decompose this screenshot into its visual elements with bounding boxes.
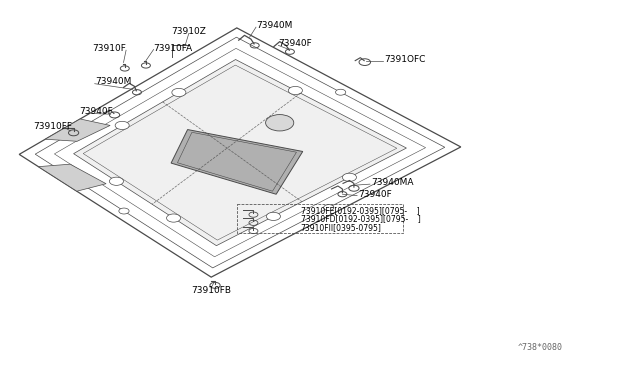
Text: 73910F: 73910F	[92, 44, 126, 53]
Text: 73910FB: 73910FB	[191, 286, 231, 295]
Text: ^738*0080: ^738*0080	[518, 343, 563, 352]
Circle shape	[335, 89, 346, 95]
Text: 73940F: 73940F	[358, 190, 392, 199]
Circle shape	[166, 214, 180, 222]
Text: 73940MA: 73940MA	[371, 178, 413, 187]
Circle shape	[119, 208, 129, 214]
Circle shape	[342, 173, 356, 182]
Polygon shape	[45, 119, 110, 141]
Polygon shape	[38, 164, 106, 191]
Circle shape	[324, 205, 334, 211]
Circle shape	[289, 86, 303, 94]
Text: 73910FD[0192-0395][0795-    ]: 73910FD[0192-0395][0795- ]	[301, 214, 420, 223]
Polygon shape	[74, 60, 406, 246]
Text: 73910Z: 73910Z	[172, 27, 206, 36]
Polygon shape	[171, 129, 303, 194]
Circle shape	[266, 115, 294, 131]
Circle shape	[109, 177, 124, 185]
Text: 73910FF: 73910FF	[33, 122, 72, 131]
Text: 73910FA: 73910FA	[154, 44, 193, 53]
Text: 73940M: 73940M	[95, 77, 131, 86]
Text: 73910FE[0192-0395][0795-    ]: 73910FE[0192-0395][0795- ]	[301, 206, 419, 215]
Circle shape	[172, 89, 186, 97]
Circle shape	[266, 212, 280, 221]
Text: 73940F: 73940F	[79, 107, 113, 116]
Text: 73940F: 73940F	[278, 39, 312, 48]
Circle shape	[115, 121, 129, 129]
Text: 73940M: 73940M	[256, 21, 292, 30]
Text: 7391OFC: 7391OFC	[384, 55, 426, 64]
Text: 73910FII[0395-0795]: 73910FII[0395-0795]	[301, 223, 381, 232]
